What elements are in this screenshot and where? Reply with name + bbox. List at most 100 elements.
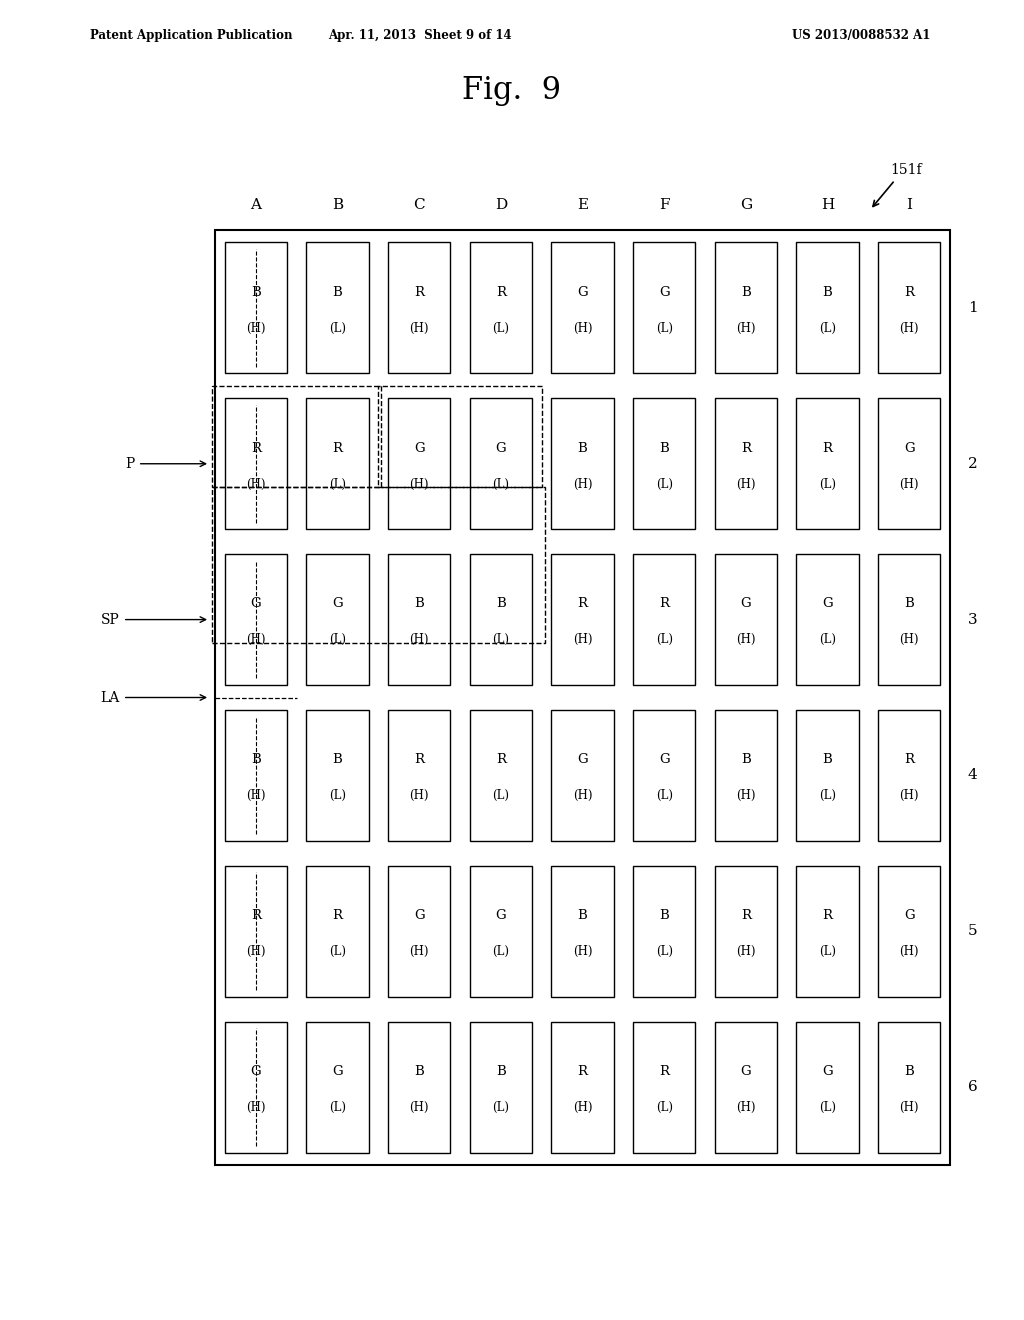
Text: R: R [904,286,914,298]
Text: F: F [658,198,670,213]
Bar [797,243,858,374]
Text: 2: 2 [968,457,978,471]
Text: R: R [496,286,506,298]
Text: (H): (H) [736,634,756,647]
Text: H: H [821,198,835,213]
Text: (L): (L) [655,945,673,958]
Bar [225,710,287,841]
Bar [879,710,940,841]
Text: (H): (H) [736,945,756,958]
Text: (L): (L) [493,789,509,803]
Text: (H): (H) [246,789,265,803]
Text: 151f: 151f [890,162,922,177]
Text: (L): (L) [329,789,346,803]
Text: (H): (H) [246,1101,265,1114]
Text: G: G [658,754,670,767]
Text: G: G [332,1065,343,1078]
Text: B: B [251,754,261,767]
Text: B: B [578,442,588,454]
Bar [715,1022,777,1152]
Text: (H): (H) [899,478,919,491]
Text: (H): (H) [410,789,429,803]
Bar [552,1022,613,1152]
Bar [388,554,451,685]
Text: (H): (H) [899,322,919,335]
Bar [797,554,858,685]
Text: G: G [332,598,343,610]
Bar [388,243,451,374]
Text: B: B [741,286,751,298]
Text: B: B [251,286,261,298]
Text: B: B [659,442,669,454]
Bar [470,399,531,529]
Bar [470,866,531,997]
Bar [552,710,613,841]
Bar [633,399,695,529]
Bar [225,243,287,374]
Bar [388,399,451,529]
Text: (L): (L) [493,634,509,647]
Text: (H): (H) [572,478,592,491]
Text: (L): (L) [493,478,509,491]
Bar [633,710,695,841]
Bar [552,866,613,997]
Text: (L): (L) [819,322,836,335]
Text: (H): (H) [572,789,592,803]
Text: (H): (H) [899,634,919,647]
Text: (H): (H) [736,478,756,491]
Bar [633,1022,695,1152]
Text: G: G [496,442,506,454]
Text: G: G [251,598,261,610]
Text: R: R [659,1065,669,1078]
Bar [470,710,531,841]
Text: (L): (L) [819,945,836,958]
Bar [306,710,369,841]
Bar [552,243,613,374]
Bar [225,554,287,685]
Text: G: G [740,598,752,610]
Text: R: R [578,1065,588,1078]
Text: LA: LA [100,690,206,705]
Text: G: G [578,286,588,298]
Bar [633,554,695,685]
Text: SP: SP [101,612,206,627]
Text: (H): (H) [736,322,756,335]
Bar [470,243,531,374]
Text: (L): (L) [655,478,673,491]
Text: G: G [578,754,588,767]
Text: (L): (L) [655,1101,673,1114]
Bar [715,554,777,685]
Text: R: R [740,442,751,454]
Text: R: R [659,598,669,610]
Bar [470,1022,531,1152]
Text: A: A [250,198,261,213]
Text: B: B [904,1065,914,1078]
Text: Apr. 11, 2013  Sheet 9 of 14: Apr. 11, 2013 Sheet 9 of 14 [328,29,512,41]
Bar [225,1022,287,1152]
Text: B: B [496,1065,506,1078]
Text: G: G [740,1065,752,1078]
Text: G: G [414,442,425,454]
Text: Fig.  9: Fig. 9 [463,74,561,106]
Text: B: B [822,754,833,767]
Text: (H): (H) [410,1101,429,1114]
Bar [378,385,542,487]
Text: G: G [822,598,833,610]
Text: (H): (H) [736,1101,756,1114]
Bar [715,866,777,997]
Text: B: B [332,198,343,213]
Bar [797,710,858,841]
Bar [879,399,940,529]
Bar [879,1022,940,1152]
Text: B: B [904,598,914,610]
Text: (H): (H) [572,322,592,335]
Text: (H): (H) [572,634,592,647]
Text: R: R [251,909,261,923]
Text: (L): (L) [819,789,836,803]
Bar [306,1022,369,1152]
Text: B: B [496,598,506,610]
Text: (H): (H) [246,322,265,335]
Text: R: R [333,442,342,454]
Bar [715,243,777,374]
Text: G: G [822,1065,833,1078]
